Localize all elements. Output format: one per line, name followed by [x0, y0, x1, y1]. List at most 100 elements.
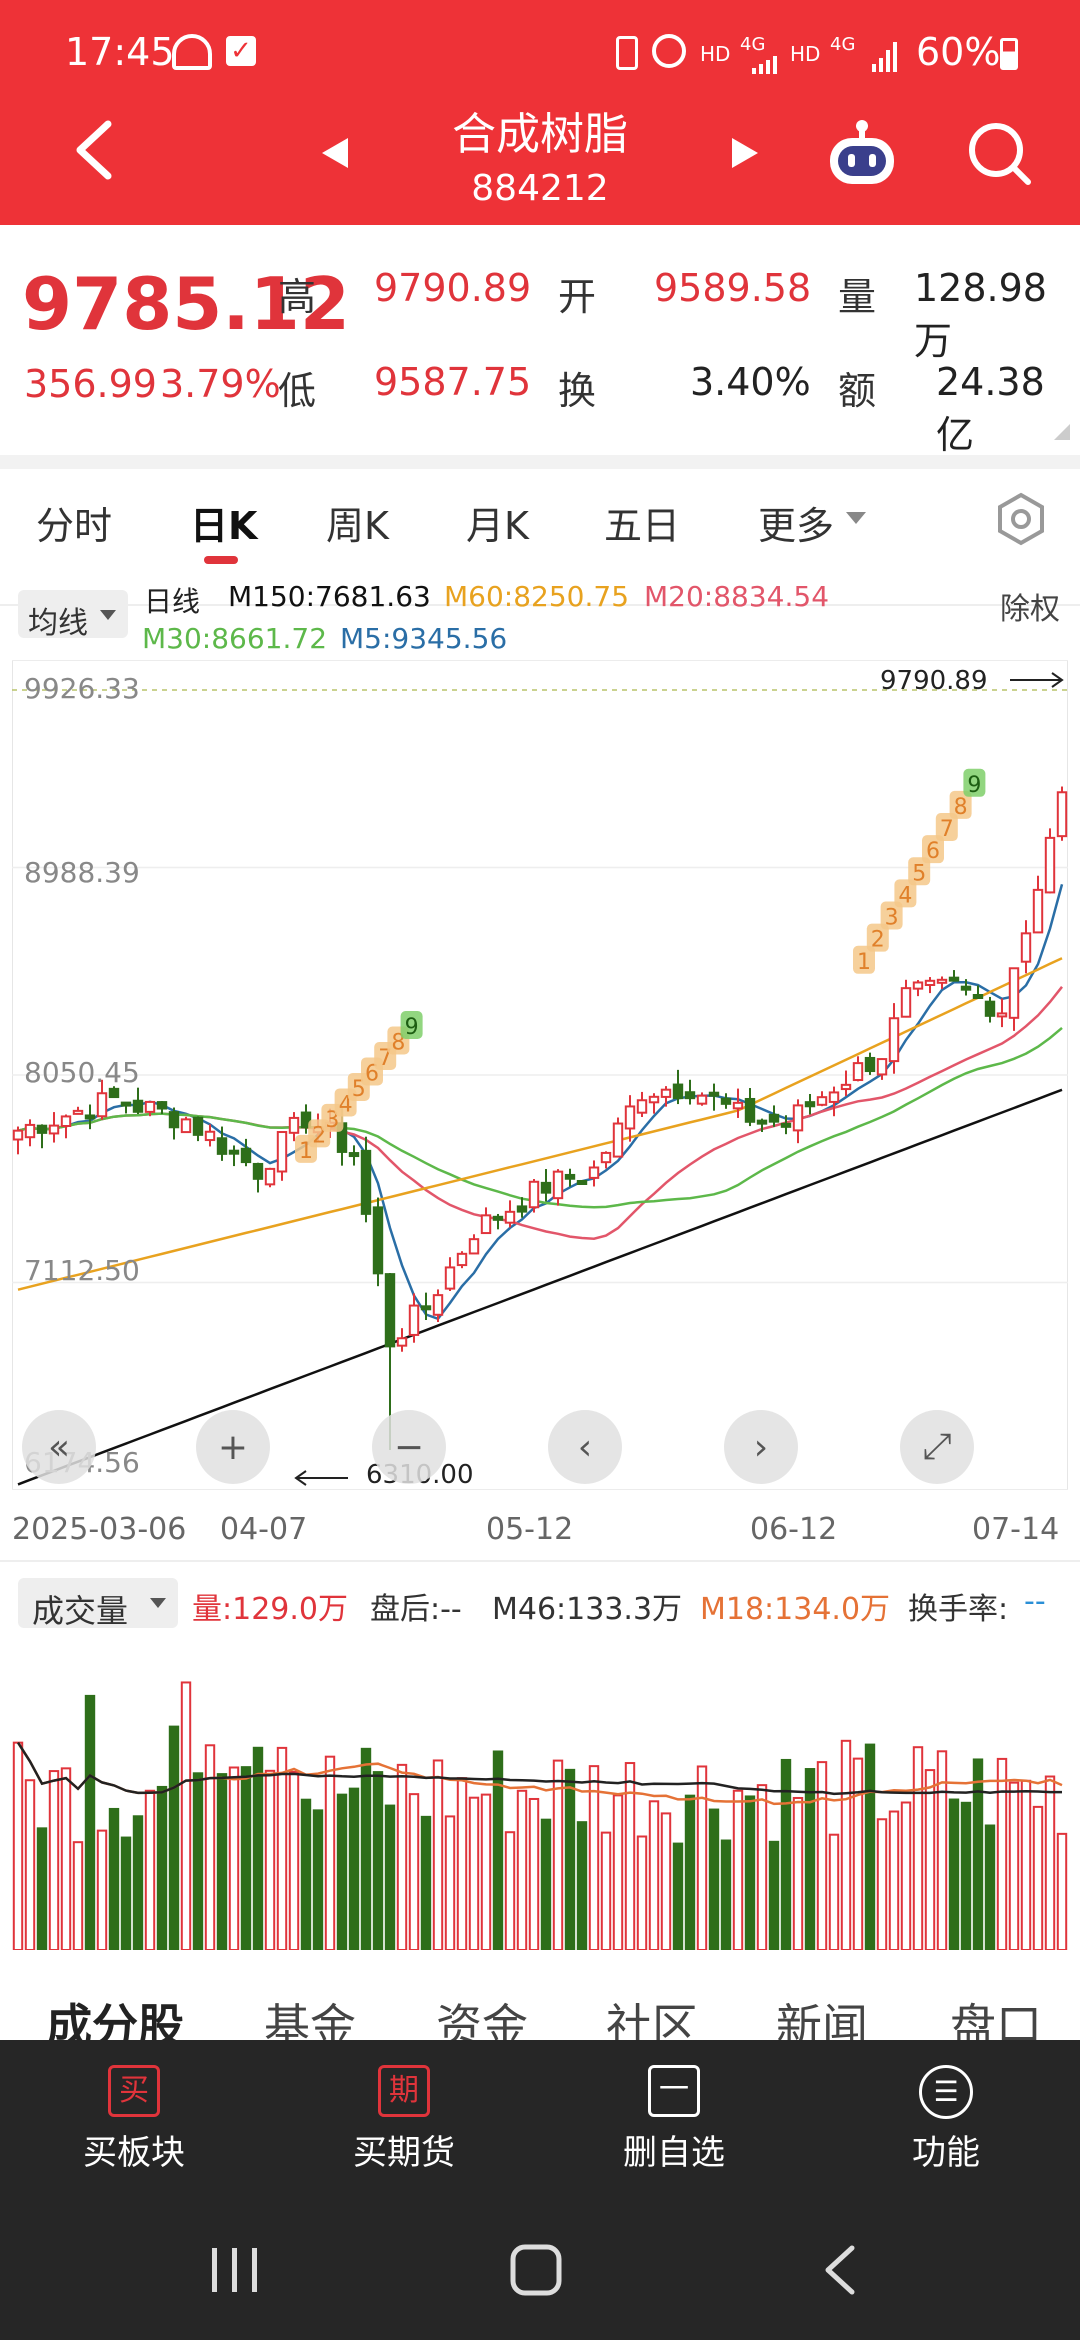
ex-rights-button[interactable]: 除权 [1000, 592, 1060, 627]
candle-body [768, 1113, 780, 1123]
prev-stock-icon[interactable] [318, 136, 352, 174]
candle-body [528, 1180, 540, 1209]
volume-bar [456, 1777, 468, 1950]
td-badge [908, 857, 931, 886]
price-change-pct: 3.79% [160, 362, 281, 406]
ma-select-button[interactable]: 均线 [18, 590, 128, 641]
candle-body [24, 1123, 36, 1139]
amount-value: 24.38亿 [936, 360, 1045, 457]
volume-bar [684, 1794, 696, 1950]
chevron-down-icon [150, 1598, 166, 1608]
td-count: 6 [926, 839, 940, 864]
volume-m18: M18:134.0万 [700, 1592, 891, 1627]
scroll-left-button[interactable]: ‹ [548, 1410, 622, 1484]
volume-bar [24, 1779, 36, 1950]
buy-sector-button[interactable]: 买 [34, 2065, 234, 2117]
home-icon[interactable] [510, 2244, 562, 2300]
recent-apps-icon[interactable] [210, 2246, 260, 2298]
candle-body [828, 1091, 840, 1103]
candle-body [96, 1092, 108, 1118]
zoom-out-max-button[interactable]: « [22, 1410, 96, 1484]
td-badge [963, 768, 986, 797]
battery-percent: 60% [916, 30, 1001, 74]
volume-bar [972, 1758, 984, 1950]
fullscreen-icon: ⤢ [922, 1426, 952, 1467]
tab-daily-k[interactable]: 日K [190, 504, 258, 548]
scroll-right-button[interactable]: › [724, 1410, 798, 1484]
candle-body [36, 1124, 48, 1134]
turnover-value: 3.40% [690, 360, 811, 404]
active-tab-indicator [204, 556, 238, 564]
volume-bar [612, 1794, 624, 1950]
tab-weekly-k[interactable]: 周K [326, 504, 389, 548]
volume-bar [624, 1762, 636, 1950]
volume-m46: M46:133.3万 [492, 1592, 683, 1627]
volume-bar [792, 1796, 804, 1950]
signal-icon [752, 56, 782, 74]
fullscreen-button[interactable]: ⤢ [900, 1410, 974, 1484]
divider [0, 1560, 1080, 1562]
candle-body [672, 1083, 684, 1100]
robot-assistant-icon[interactable] [826, 118, 898, 192]
candle-body [1020, 932, 1032, 963]
volume-bar [696, 1765, 708, 1950]
next-stock-icon[interactable] [728, 136, 762, 174]
chevron-down-icon [846, 512, 866, 524]
candle-body [636, 1099, 648, 1114]
candle-body [1032, 888, 1044, 934]
tab-more[interactable]: 更多 [758, 504, 835, 548]
settings-icon[interactable] [994, 492, 1048, 550]
volume-bar [816, 1761, 828, 1950]
volume-bar [732, 1789, 744, 1950]
system-back-icon[interactable] [822, 2244, 858, 2300]
volume-bar [996, 1757, 1008, 1950]
volume-bar [96, 1829, 108, 1950]
candle-body [816, 1096, 828, 1106]
price-change: 356.99 [24, 362, 157, 406]
candle-body [144, 1100, 156, 1113]
candle-body [360, 1149, 372, 1215]
volume-bar [804, 1768, 816, 1950]
candle-body [564, 1173, 576, 1180]
expand-corner-icon[interactable] [1054, 424, 1070, 440]
tab-monthly-k[interactable]: 月K [466, 504, 529, 548]
candle-body [12, 1129, 24, 1141]
search-icon[interactable] [964, 118, 1034, 192]
volume-bar [12, 1741, 24, 1950]
volume-bar [888, 1810, 900, 1950]
remove-watchlist-button[interactable]: 一 [574, 2065, 774, 2117]
volume-bar [516, 1789, 528, 1950]
functions-button[interactable]: ☰ [846, 2065, 1046, 2119]
volume-indicator-select[interactable]: 成交量 [18, 1578, 178, 1630]
zoom-out-button[interactable]: − [372, 1410, 446, 1484]
tab-five-day[interactable]: 五日 [604, 504, 681, 548]
low-value: 9587.75 [374, 360, 532, 404]
volume-bar [396, 1763, 408, 1950]
open-label: 开 [558, 275, 597, 319]
zoom-in-button[interactable]: + [196, 1410, 270, 1484]
buy-futures-button[interactable]: 期 [304, 2065, 504, 2117]
volume-bar [204, 1744, 216, 1950]
volume-chart[interactable] [12, 1630, 1068, 1950]
volume-bar [372, 1771, 384, 1950]
volume-bar [324, 1755, 336, 1950]
candle-body [420, 1305, 432, 1311]
volume-bar [72, 1841, 84, 1950]
y-tick-label: 8050.45 [24, 1056, 140, 1089]
candle-body [720, 1097, 732, 1105]
stock-name: 合成树脂 [452, 109, 628, 160]
volume-bar [60, 1767, 72, 1950]
volume-button-label: 成交量 [32, 1592, 129, 1630]
plus-icon: + [217, 1426, 249, 1468]
tab-intraday[interactable]: 分时 [36, 504, 113, 548]
amount-label: 额 [838, 369, 877, 413]
volume-bar [240, 1766, 252, 1950]
volume-bar [912, 1746, 924, 1950]
futures-icon: 期 [378, 2065, 430, 2117]
minus-box-icon: 一 [648, 2065, 700, 2117]
candle-body [1044, 836, 1056, 894]
4g-label: 4G [740, 34, 766, 55]
back-icon[interactable] [70, 120, 120, 184]
volume-bar [108, 1807, 120, 1950]
